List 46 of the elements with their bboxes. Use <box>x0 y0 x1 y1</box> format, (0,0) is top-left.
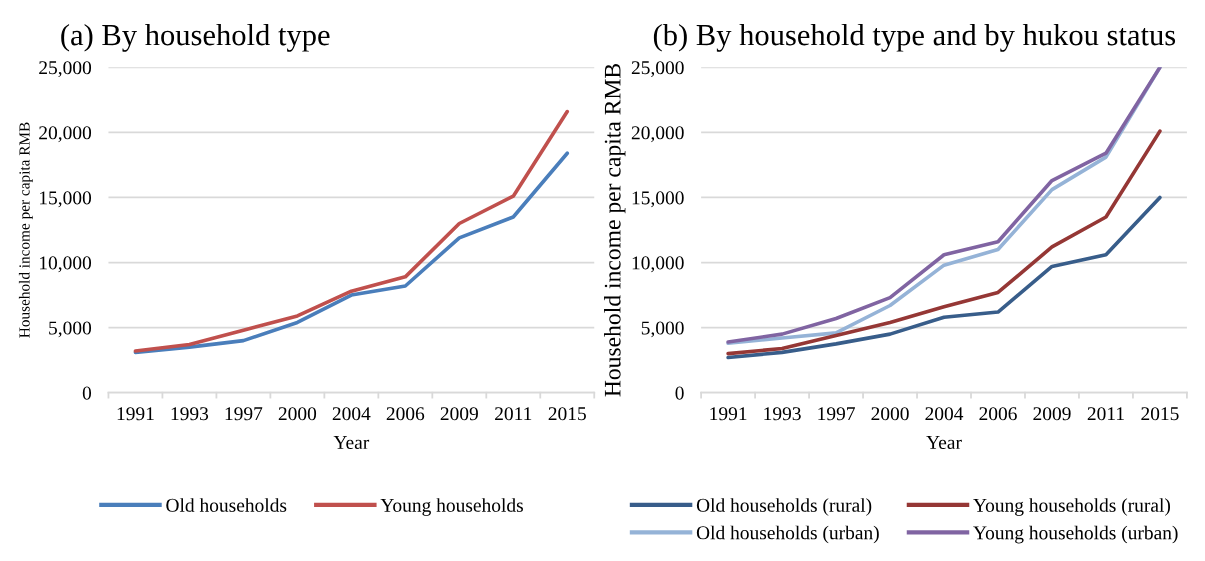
legend-label: Old households (rural) <box>696 498 872 516</box>
x-tick-label: 1997 <box>818 407 855 421</box>
x-axis-title: Year <box>333 436 370 450</box>
y-tick-label: 15,000 <box>40 191 92 208</box>
y-tick-label: 20,000 <box>631 126 684 143</box>
y-tick-label: 0 <box>675 386 684 400</box>
line-series <box>726 129 1162 356</box>
y-tick-label: 5,000 <box>641 321 684 338</box>
legend-label: Young households (rural) <box>973 498 1171 516</box>
line-series <box>133 109 570 353</box>
x-tick-label: 2015 <box>548 407 586 421</box>
y-axis-title: Household income per capita RMB <box>604 63 626 397</box>
y-axis-title: Household income per capita RMB <box>18 122 33 338</box>
x-tick-label: 2004 <box>925 407 964 421</box>
x-tick-label: 1997 <box>225 407 263 421</box>
y-tick-label: 25,000 <box>39 61 92 78</box>
x-tick-label: 1993 <box>171 407 209 421</box>
x-tick-label: 1993 <box>764 407 801 421</box>
chart-title: (a) By household type <box>61 23 330 52</box>
x-tick-label: 2009 <box>1033 407 1071 421</box>
line-series <box>726 195 1162 360</box>
y-tick-label: 20,000 <box>39 126 92 143</box>
y-tick-label: 0 <box>82 386 92 400</box>
x-axis-title: Year <box>926 436 962 450</box>
x-tick-label: 2015 <box>1141 407 1179 421</box>
x-tick-label: 2011 <box>495 407 532 421</box>
legend-label: Old households (urban) <box>696 525 879 544</box>
line-series <box>133 151 570 355</box>
legend-label: Old households <box>166 498 287 512</box>
y-tick-label: 15,000 <box>632 191 684 208</box>
x-tick-label: 1991 <box>710 407 747 421</box>
x-tick-label: 2004 <box>332 407 371 421</box>
y-tick-label: 10,000 <box>40 256 92 273</box>
chart-title: (b) By household type and by hukou status <box>653 23 1176 52</box>
x-tick-label: 2011 <box>1087 407 1124 421</box>
x-tick-label: 2000 <box>278 407 317 421</box>
x-tick-label: 2006 <box>386 407 425 421</box>
y-tick-label: 5,000 <box>49 321 92 338</box>
y-tick-label: 25,000 <box>631 61 684 78</box>
x-tick-label: 2000 <box>871 407 909 421</box>
x-tick-label: 2009 <box>440 407 478 421</box>
x-tick-label: 1991 <box>117 407 154 421</box>
y-tick-label: 10,000 <box>632 256 684 273</box>
legend-label: Young households <box>380 498 523 516</box>
x-tick-label: 2006 <box>979 407 1017 421</box>
legend-label: Young households (urban) <box>973 525 1178 544</box>
